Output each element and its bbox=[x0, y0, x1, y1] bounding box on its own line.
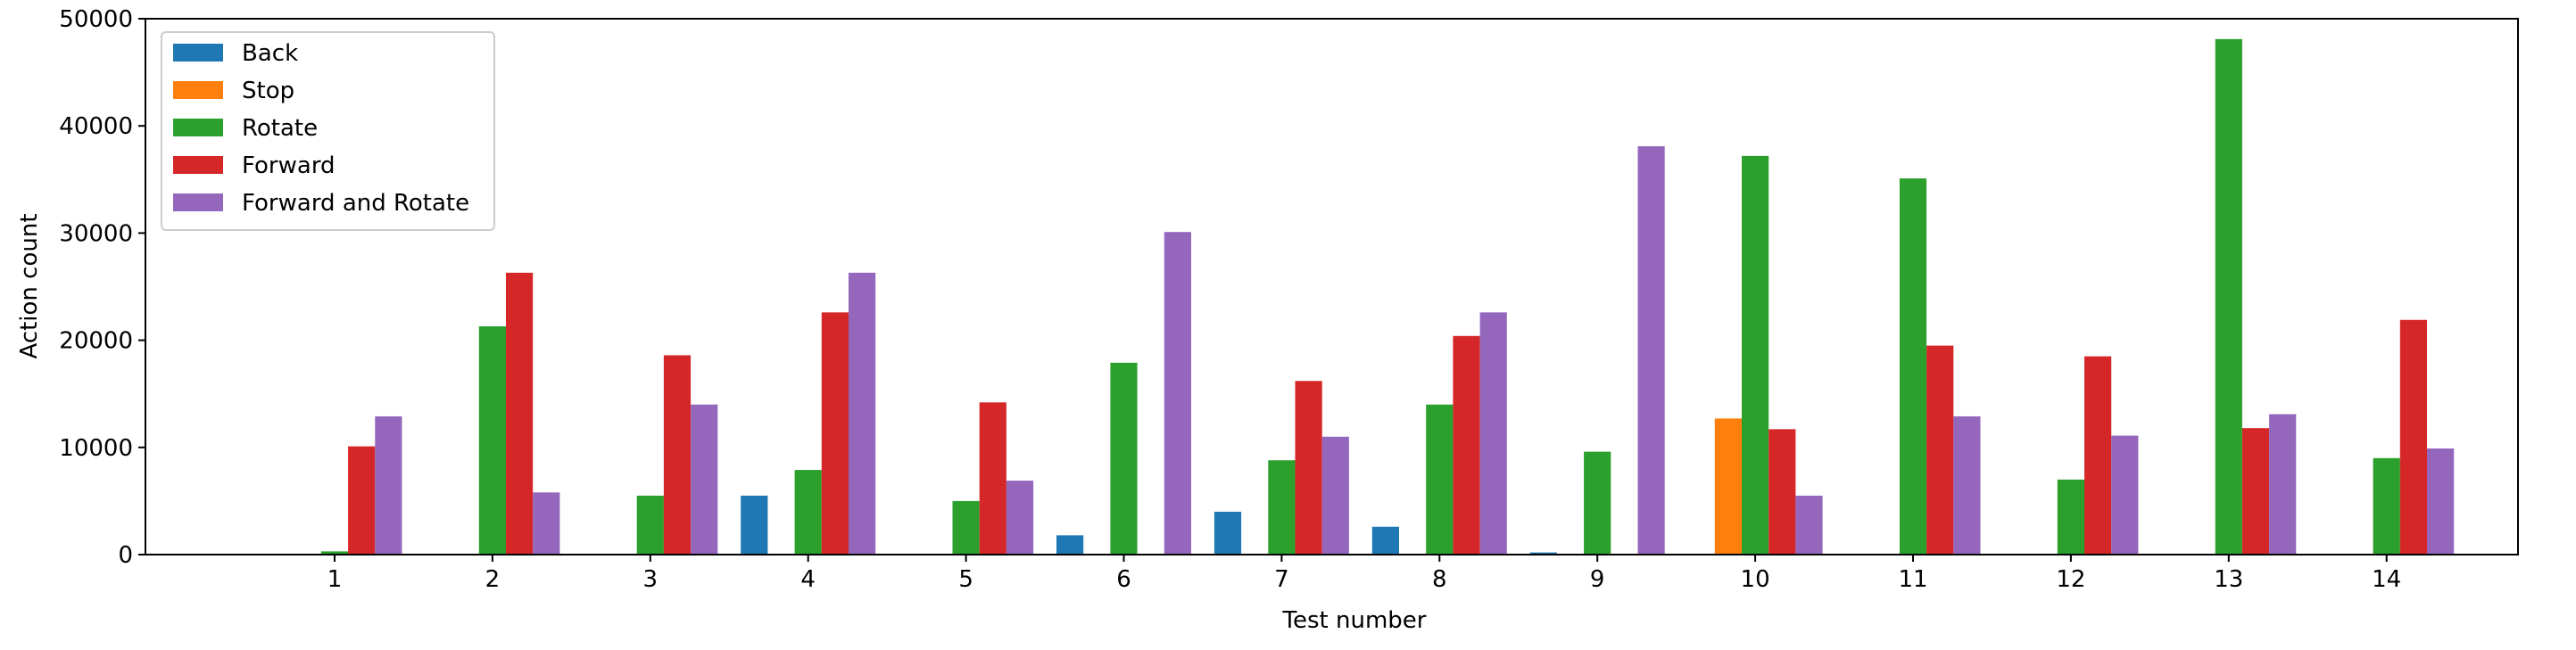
x-tick-label: 2 bbox=[485, 566, 501, 593]
bar-stop-test-10 bbox=[1714, 418, 1742, 555]
x-tick-label: 5 bbox=[958, 566, 973, 593]
y-tick-label: 40000 bbox=[59, 113, 133, 140]
x-tick-label: 11 bbox=[1898, 566, 1927, 593]
bar-rotate-test-9 bbox=[1584, 451, 1611, 555]
bar-back-test-8 bbox=[1371, 526, 1399, 555]
bar-rotate-test-7 bbox=[1268, 460, 1296, 555]
bar-forward-test-14 bbox=[2399, 319, 2427, 555]
bar-forward-test-3 bbox=[663, 355, 692, 555]
legend-swatch bbox=[173, 156, 223, 174]
bar-forward-and-rotate-test-11 bbox=[1953, 416, 1981, 555]
legend: Back Stop Rotate Forward Forward and Rotate bbox=[161, 31, 495, 231]
bar-forward-and-rotate-test-1 bbox=[375, 416, 402, 555]
x-tick-label: 9 bbox=[1590, 566, 1605, 593]
bar-forward-test-11 bbox=[1926, 345, 1954, 555]
bar-rotate-test-2 bbox=[478, 325, 506, 555]
y-tick-label: 30000 bbox=[59, 220, 133, 247]
bar-forward-and-rotate-test-6 bbox=[1164, 232, 1191, 555]
x-axis: 1 2 3 4 5 6 7 8 9 10 11 12 13 14 bbox=[327, 555, 2401, 593]
x-tick-label: 10 bbox=[1741, 566, 1770, 593]
legend-label: Forward and Rotate bbox=[242, 190, 469, 217]
x-tick-label: 14 bbox=[2372, 566, 2401, 593]
bar-forward-and-rotate-test-7 bbox=[1321, 436, 1349, 555]
bar-forward-test-4 bbox=[821, 312, 849, 555]
legend-label: Forward bbox=[242, 152, 335, 179]
bar-forward-test-10 bbox=[1768, 429, 1796, 555]
bar-forward-and-rotate-test-13 bbox=[2269, 414, 2297, 555]
legend-swatch bbox=[173, 81, 223, 99]
bar-back-test-7 bbox=[1213, 511, 1242, 555]
y-tick-label: 10000 bbox=[59, 435, 133, 462]
bar-rotate-test-14 bbox=[2373, 457, 2400, 555]
bar-rotate-test-5 bbox=[952, 500, 980, 555]
bar-back-test-4 bbox=[741, 495, 768, 555]
bar-rotate-test-13 bbox=[2215, 38, 2242, 555]
x-tick-label: 6 bbox=[1116, 566, 1131, 593]
bars-layer bbox=[320, 38, 2455, 555]
x-tick-label: 1 bbox=[327, 566, 343, 593]
bar-forward-and-rotate-test-3 bbox=[691, 404, 718, 555]
bar-forward-and-rotate-test-9 bbox=[1637, 146, 1665, 555]
bar-forward-test-13 bbox=[2241, 428, 2270, 555]
legend-label: Back bbox=[242, 40, 298, 67]
x-tick-label: 13 bbox=[2214, 566, 2243, 593]
y-axis-label: Action count bbox=[16, 213, 43, 358]
legend-box bbox=[161, 31, 495, 231]
y-tick-label: 20000 bbox=[59, 328, 133, 355]
bar-forward-test-2 bbox=[506, 272, 534, 555]
y-tick-label: 0 bbox=[118, 542, 133, 569]
bar-forward-and-rotate-test-4 bbox=[849, 272, 876, 555]
bar-rotate-test-11 bbox=[1899, 178, 1927, 555]
x-tick-label: 4 bbox=[800, 566, 816, 593]
bar-forward-and-rotate-test-10 bbox=[1795, 495, 1823, 555]
bar-forward-test-8 bbox=[1453, 335, 1480, 555]
x-tick-label: 8 bbox=[1432, 566, 1447, 593]
y-tick-label: 50000 bbox=[59, 6, 133, 33]
legend-label: Stop bbox=[242, 78, 294, 104]
bar-rotate-test-6 bbox=[1110, 362, 1138, 555]
bar-forward-test-7 bbox=[1295, 381, 1322, 555]
bar-back-test-6 bbox=[1056, 535, 1084, 555]
bar-forward-test-12 bbox=[2084, 356, 2112, 555]
y-axis: 0 10000 20000 30000 40000 50000 bbox=[59, 6, 145, 569]
bar-rotate-test-3 bbox=[636, 495, 664, 555]
legend-swatch bbox=[173, 193, 223, 211]
x-tick-label: 3 bbox=[643, 566, 658, 593]
legend-swatch bbox=[173, 119, 223, 136]
bar-forward-and-rotate-test-14 bbox=[2427, 448, 2455, 555]
legend-label: Rotate bbox=[242, 115, 318, 142]
plot-area-frame bbox=[145, 18, 2519, 555]
bar-rotate-test-10 bbox=[1742, 155, 1769, 555]
legend-swatch bbox=[173, 44, 223, 62]
x-tick-label: 7 bbox=[1274, 566, 1289, 593]
bar-forward-test-1 bbox=[348, 446, 376, 555]
bar-rotate-test-8 bbox=[1426, 404, 1454, 555]
bar-forward-test-5 bbox=[979, 402, 1006, 555]
bar-forward-and-rotate-test-12 bbox=[2111, 435, 2139, 555]
bar-forward-and-rotate-test-8 bbox=[1479, 312, 1507, 555]
bar-forward-and-rotate-test-2 bbox=[533, 492, 560, 555]
bar-rotate-test-4 bbox=[794, 470, 822, 555]
x-tick-label: 12 bbox=[2056, 566, 2085, 593]
bar-rotate-test-12 bbox=[2057, 479, 2084, 555]
x-axis-label: Test number bbox=[1282, 607, 1427, 634]
bar-rotate-test-1 bbox=[320, 551, 349, 555]
bar-forward-and-rotate-test-5 bbox=[1006, 481, 1034, 555]
bar-back-test-9 bbox=[1529, 552, 1557, 555]
